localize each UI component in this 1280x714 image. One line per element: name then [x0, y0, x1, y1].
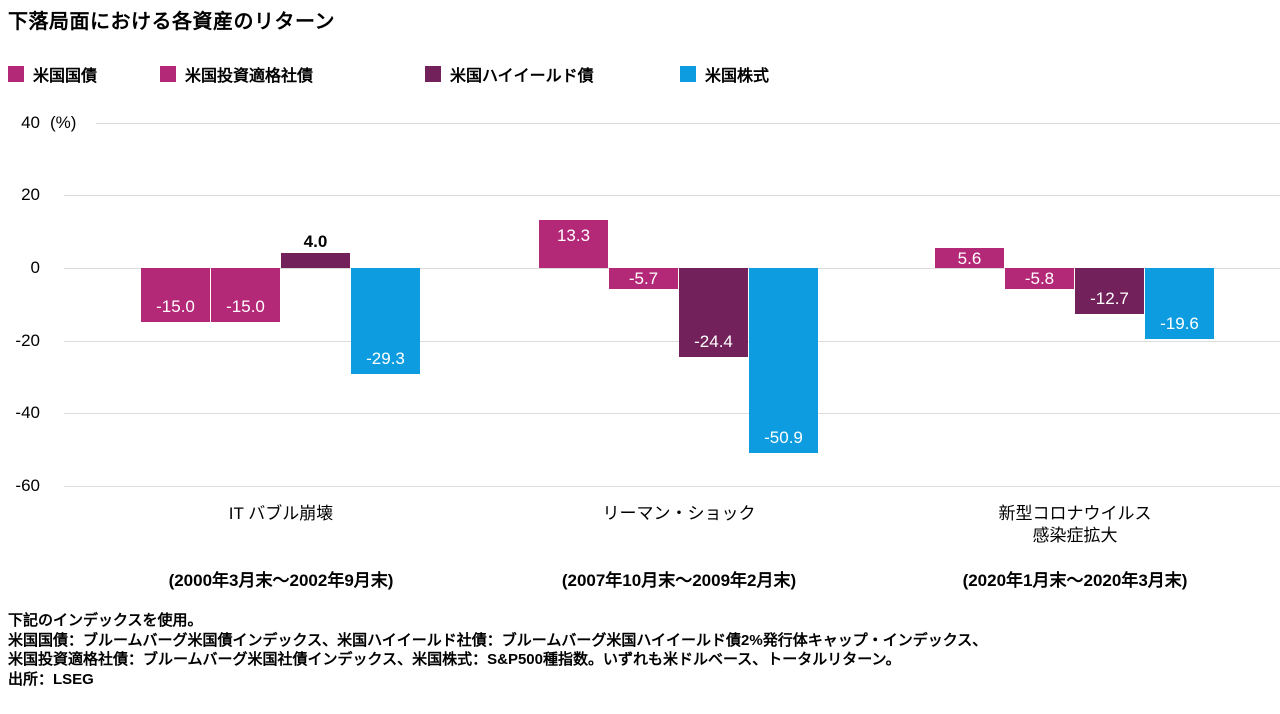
- bar-value-label: -5.8: [1024, 269, 1055, 288]
- category-label: 新型コロナウイルス 感染症拡大: [998, 504, 1152, 545]
- category-label: IT バブル崩壊: [228, 504, 334, 523]
- legend-item: 米国投資適格社債: [160, 64, 314, 85]
- legend-swatch-icon: [425, 66, 441, 82]
- legend-swatch-icon: [680, 66, 696, 82]
- legend-swatch-icon: [8, 66, 24, 82]
- bar-value-label: -15.0: [226, 297, 265, 316]
- chart-title: 下落局面における各資産のリターン: [8, 11, 335, 33]
- gridline: [96, 123, 1280, 124]
- gridline: [64, 486, 1280, 487]
- footnote: 下記のインデックスを使用。米国国債：ブルームバーグ米国債インデックス、米国ハイイ…: [8, 611, 987, 689]
- footnote-line: 下記のインデックスを使用。: [8, 612, 203, 629]
- legend-label: 米国国債: [33, 68, 98, 85]
- legend-label: 米国ハイイールド債: [450, 68, 594, 85]
- category-period-label: (2020年1月末～2020年3月末): [962, 571, 1188, 590]
- bar-value-label: -15.0: [156, 297, 195, 316]
- category-label: リーマン・ショック: [602, 504, 756, 523]
- gridline: [64, 195, 1280, 196]
- footnote-line: 米国国債：ブルームバーグ米国債インデックス、米国ハイイールド社債：ブルームバーグ…: [8, 631, 988, 649]
- bar-米国ハイイールド債-2: -24.4: [679, 268, 748, 357]
- bar-value-label: -24.4: [694, 332, 733, 351]
- bar-value-label: -50.9: [764, 428, 803, 447]
- legend-label: 米国投資適格社債: [185, 68, 314, 85]
- bar-value-label: -5.7: [628, 269, 659, 288]
- legend-item: 米国株式: [680, 64, 770, 85]
- legend-item: 米国国債: [8, 64, 98, 85]
- bar-米国投資適格社債-1: -15.0: [211, 268, 280, 322]
- bar-米国株式-2: -50.9: [749, 268, 818, 453]
- y-tick-label: -40: [15, 403, 40, 422]
- bar-value-label: 4.0: [303, 232, 328, 251]
- y-tick-label: -60: [15, 476, 40, 495]
- bar-米国ハイイールド債-3: -12.7: [1075, 268, 1144, 314]
- footnote-line: 米国投資適格社債：ブルームバーグ米国社債インデックス、米国株式：S&P500種指…: [8, 651, 901, 668]
- y-tick-label: 0: [30, 258, 40, 277]
- gridline: [64, 341, 1280, 342]
- legend-label: 米国株式: [705, 68, 770, 85]
- bar-value-label: -12.7: [1090, 289, 1129, 308]
- y-tick-label: -20: [15, 331, 40, 350]
- bar-米国国債-2: 13.3: [539, 220, 608, 268]
- y-tick-label: 40: [21, 113, 40, 132]
- gridline: [64, 413, 1280, 414]
- legend-item: 米国ハイイールド債: [425, 64, 594, 85]
- category-period-label: (2000年3月末～2002年9月末): [168, 571, 394, 590]
- bar-米国株式-3: -19.6: [1145, 268, 1214, 339]
- bar-米国国債-3: 5.6: [935, 248, 1004, 268]
- y-axis-unit-label: (%): [50, 113, 77, 132]
- legend-swatch-icon: [160, 66, 176, 82]
- bar-米国投資適格社債-3: -5.8: [1005, 268, 1074, 289]
- bar-米国株式-1: -29.3: [351, 268, 420, 374]
- bar-value-label: -29.3: [366, 349, 405, 368]
- footnote-line: 出所：LSEG: [8, 670, 94, 688]
- bar-米国投資適格社債-2: -5.7: [609, 268, 678, 289]
- bar-value-label: -19.6: [1160, 314, 1199, 333]
- category-period-label: (2007年10月末～2009年2月末): [561, 571, 797, 590]
- bar-米国国債-1: -15.0: [141, 268, 210, 322]
- y-tick-label: 20: [21, 185, 40, 204]
- bar-value-label: 13.3: [556, 226, 591, 245]
- bar-米国ハイイールド債-1: 4.0: [281, 232, 350, 268]
- bar-value-label: 5.6: [957, 249, 982, 268]
